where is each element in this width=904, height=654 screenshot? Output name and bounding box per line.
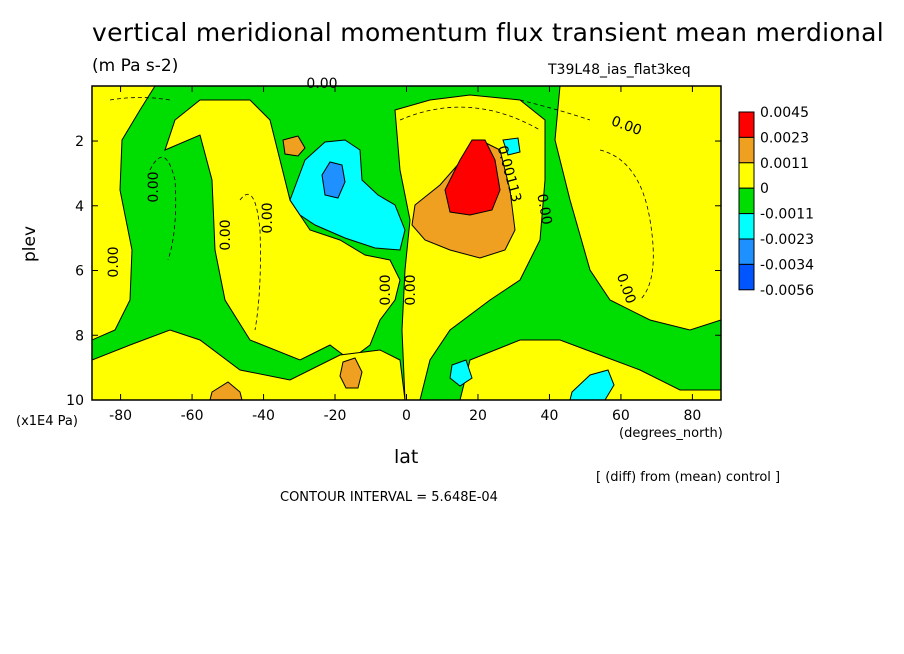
legend-label: -0.0011: [760, 207, 814, 223]
legend-label: 0.0023: [760, 130, 809, 146]
colorbar-legend: 0.0045 0.0023 0.0011 0 -0.0011 -0.0023 -0.0034…: [738, 105, 814, 299]
contour-label: 0.00: [260, 202, 276, 233]
difference-note: [ (diff) from (mean) control ]: [596, 470, 781, 485]
region-cyan-right: [502, 137, 521, 156]
y-tick-label: 2: [75, 134, 84, 150]
x-tick-label: 0: [402, 408, 411, 424]
legend-label: -0.0034: [760, 257, 814, 273]
legend-swatch: [738, 162, 755, 189]
legend-swatch: [738, 238, 755, 265]
x-tick-label: -80: [109, 408, 132, 424]
legend-swatch: [738, 263, 755, 291]
y-axis-label: plev: [20, 225, 40, 262]
y-axis: 2 4 6 8 10: [66, 134, 721, 409]
x-tick-label: -60: [181, 408, 204, 424]
contour-label: 0.00: [106, 246, 122, 277]
region-pos-right-bottom: [459, 339, 721, 400]
contour-label: 0.00: [306, 76, 337, 92]
y-tick-label: 8: [75, 328, 84, 344]
legend-swatch: [738, 187, 755, 215]
chart-units: (m Pa s-2): [92, 56, 179, 76]
y-axis-units: (x1E4 Pa): [16, 414, 78, 429]
region-cyan-left: [289, 139, 406, 251]
x-axis: -80 -60 -40 -20 0 20 40 60 80: [109, 86, 701, 424]
legend-swatch: [738, 136, 755, 164]
x-tick-label: 40: [541, 408, 559, 424]
contour-label: 0.00: [378, 274, 394, 305]
y-tick-label: 10: [66, 393, 84, 409]
contour-label: 0.00: [533, 193, 554, 226]
contour-interval: CONTOUR INTERVAL = 5.648E-04: [280, 490, 498, 505]
x-axis-label: lat: [394, 446, 419, 468]
legend-swatch: [738, 111, 755, 138]
region-pos-right: [554, 86, 721, 331]
contour-field: [92, 86, 721, 400]
x-tick-label: 60: [612, 408, 630, 424]
contour-label: 0.00: [146, 171, 162, 202]
region-red-max: [444, 139, 501, 216]
region-orange-bottom: [339, 357, 363, 389]
x-axis-units: (degrees_north): [619, 426, 723, 441]
region-cyan-bottom-right: [569, 369, 615, 400]
region-orange-bottom-left: [209, 381, 243, 400]
chart-title: vertical meridional momentum flux transi…: [92, 18, 885, 47]
legend-label: -0.0023: [760, 232, 814, 248]
y-tick-label: 4: [75, 199, 84, 215]
legend-label: 0.0045: [760, 105, 809, 121]
y-tick-label: 6: [75, 264, 84, 280]
legend-swatch: [738, 213, 755, 240]
negative-contours: [109, 97, 654, 331]
region-pos-bottom: [92, 329, 406, 400]
legend-label: 0: [760, 181, 769, 197]
run-name: T39L48_ias_flat3keq: [548, 62, 691, 78]
legend-label: 0.0011: [760, 156, 809, 172]
contour-label: 0.00: [218, 219, 234, 250]
region-blue-min: [321, 161, 346, 199]
x-tick-label: 20: [469, 408, 487, 424]
region-orange-small: [282, 135, 306, 157]
x-tick-label: -40: [252, 408, 275, 424]
contour-label: 0.00: [403, 274, 419, 305]
region-cyan-bottom: [449, 359, 473, 387]
region-pos-left-2: [164, 99, 401, 361]
legend-label: -0.0056: [760, 283, 814, 299]
x-tick-label: 80: [683, 408, 701, 424]
x-tick-label: -20: [324, 408, 347, 424]
